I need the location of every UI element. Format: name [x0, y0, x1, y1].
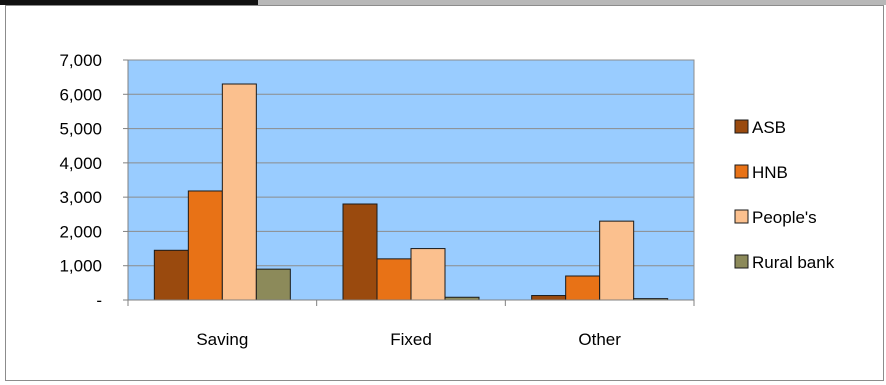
- bar: [221, 83, 257, 301]
- legend-label: Rural bank: [752, 253, 835, 272]
- y-tick-label: 2,000: [59, 222, 102, 241]
- bar: [342, 203, 378, 301]
- legend-swatch: [734, 209, 749, 224]
- y-tick-label: 7,000: [59, 51, 102, 70]
- y-axis-ticks: - 1,000 2,000 3,000 4,000 5,000 6,000 7,000: [59, 51, 128, 310]
- x-tick-label: Other: [578, 330, 621, 349]
- bar: [599, 220, 635, 301]
- legend-swatch: [734, 254, 749, 269]
- bar: [153, 249, 189, 301]
- x-axis-ticks: Saving Fixed Other: [127, 300, 695, 349]
- x-tick-label: Fixed: [390, 330, 432, 349]
- bars: [153, 83, 669, 301]
- bar: [376, 258, 412, 301]
- legend-swatch: [734, 119, 749, 134]
- legend-label: HNB: [752, 163, 788, 182]
- bar: [255, 268, 291, 301]
- bar: [565, 275, 601, 301]
- y-tick-label: 1,000: [59, 257, 102, 276]
- legend-label: People's: [752, 208, 817, 227]
- bar: [531, 295, 567, 301]
- axes: [127, 60, 694, 301]
- legend: ASB HNB People's Rural bank: [734, 118, 835, 272]
- y-tick-label: 4,000: [59, 154, 102, 173]
- top-band-dark: [0, 0, 258, 5]
- bar: [410, 248, 446, 301]
- bar: [187, 190, 223, 301]
- y-tick-label: -: [96, 291, 102, 310]
- y-tick-label: 5,000: [59, 120, 102, 139]
- y-tick-label: 3,000: [59, 188, 102, 207]
- legend-swatch: [734, 164, 749, 179]
- x-tick-label: Saving: [196, 330, 248, 349]
- y-tick-label: 6,000: [59, 85, 102, 104]
- legend-label: ASB: [752, 118, 786, 137]
- top-band: [0, 0, 886, 5]
